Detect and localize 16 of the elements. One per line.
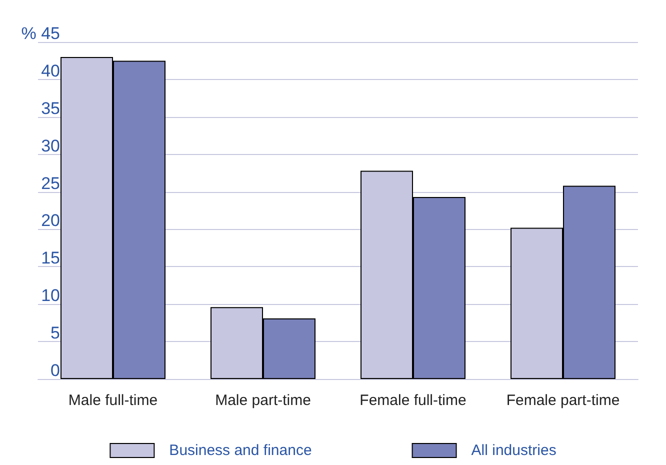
y-tick-label: 30	[41, 136, 60, 156]
y-tick-label: 25	[41, 174, 60, 193]
y-tick-label: 35	[41, 98, 60, 118]
x-tick-label: Female full-time	[360, 392, 466, 409]
y-tick-label: 15	[41, 248, 60, 268]
y-tick-label: 10	[41, 286, 60, 306]
y-tick-label: % 45	[21, 24, 60, 43]
y-tick-label: 5	[50, 324, 60, 343]
legend-label: All industries	[471, 442, 556, 459]
x-tick-label: Female part-time	[506, 392, 620, 409]
legend-label: Business and finance	[169, 442, 312, 459]
y-tick-label: 0	[50, 361, 60, 380]
x-tick-label: Male part-time	[215, 392, 311, 409]
y-tick-label: 20	[41, 211, 60, 230]
x-tick-label: Male full-time	[68, 392, 158, 409]
y-tick-label: 40	[41, 61, 60, 80]
